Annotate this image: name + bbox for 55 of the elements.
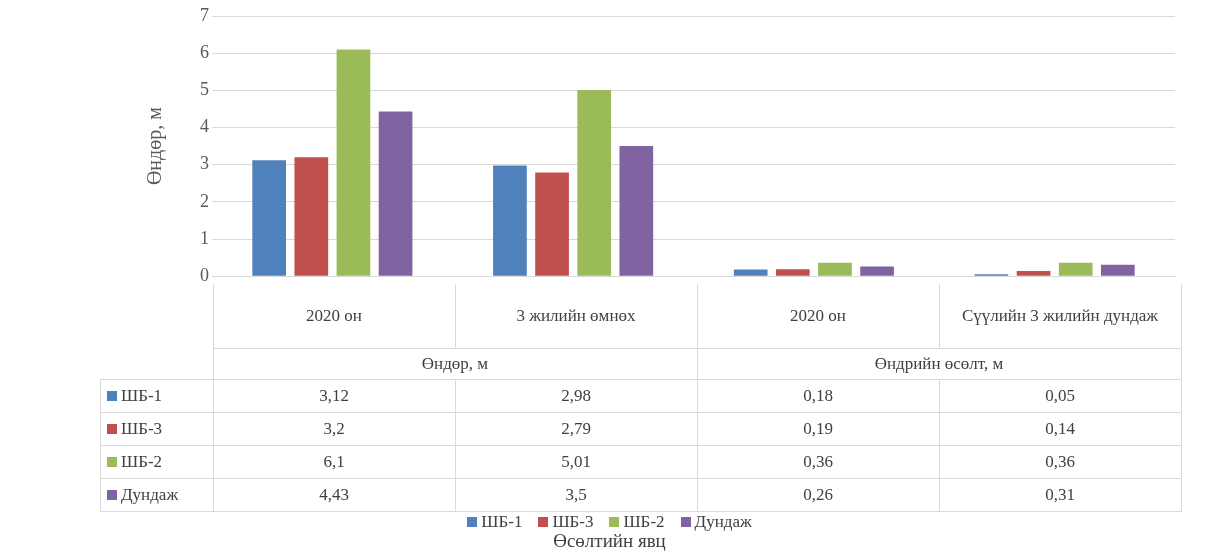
bar [336, 49, 371, 276]
data-label: 0,26 [697, 478, 939, 512]
data-label: 0,36 [697, 445, 939, 479]
y-tick-label: 3 [200, 153, 209, 174]
data-label: 0,31 [939, 478, 1181, 512]
bar [775, 269, 810, 276]
data-label: 4,43 [213, 478, 455, 512]
x-tick-label: 2020 он [697, 284, 939, 349]
bar [1016, 271, 1051, 276]
y-tick-label: 0 [200, 264, 209, 285]
data-label: 2,79 [455, 412, 697, 446]
x-tick-label: Сүүлийн 3 жилийн дундаж [939, 284, 1181, 349]
bar [378, 111, 413, 276]
y-tick-label: 2 [200, 190, 209, 211]
data-label: 3,12 [213, 379, 455, 413]
y-tick-label: 7 [200, 4, 209, 25]
data-label: 0,18 [697, 379, 939, 413]
bar [733, 269, 768, 276]
text: Өндрийн өсөлт, м [697, 348, 1181, 380]
legend-label: ШБ-1 [100, 379, 213, 413]
x-tick-label: 3 жилийн өмнөх [455, 284, 697, 349]
legend-label: ШБ-3 [100, 412, 213, 446]
bar [294, 157, 329, 276]
legend-label: ШБ-2 [622, 512, 665, 531]
data-label: 0,19 [697, 412, 939, 446]
text: ШБ-2 [121, 452, 163, 471]
legend-label: Дундаж [693, 512, 752, 531]
y-tick-label: 1 [200, 227, 209, 248]
bar [1100, 264, 1135, 276]
y-tick-label: 4 [200, 116, 209, 137]
x-tick-label: 2020 он [213, 284, 455, 349]
bar [1058, 262, 1093, 276]
y-tick-label: 6 [200, 41, 209, 62]
y-tick-label: 5 [200, 79, 209, 100]
data-label: 2,98 [455, 379, 697, 413]
bar [860, 266, 894, 276]
data-label: 3,5 [455, 478, 697, 512]
data-label: 0,36 [939, 445, 1181, 479]
data-label: 0,05 [939, 379, 1181, 413]
text: Өсөлтийн явц [552, 530, 667, 551]
text: ШБ-3 [552, 512, 594, 531]
data-label: 5,01 [455, 445, 697, 479]
y-axis-title: Өндөр, м [143, 106, 167, 186]
data-label: 0,14 [939, 412, 1181, 446]
bar [818, 262, 852, 276]
bar [577, 89, 612, 276]
data-label: 6,1 [213, 445, 455, 479]
bar [619, 146, 654, 276]
bar [535, 172, 569, 276]
text: Дундаж [121, 485, 179, 504]
bar [252, 160, 287, 276]
text: ШБ-1 [481, 512, 523, 531]
text: Өндөр, м [213, 348, 697, 380]
data-label: 3,2 [213, 412, 455, 446]
bar [493, 165, 527, 276]
